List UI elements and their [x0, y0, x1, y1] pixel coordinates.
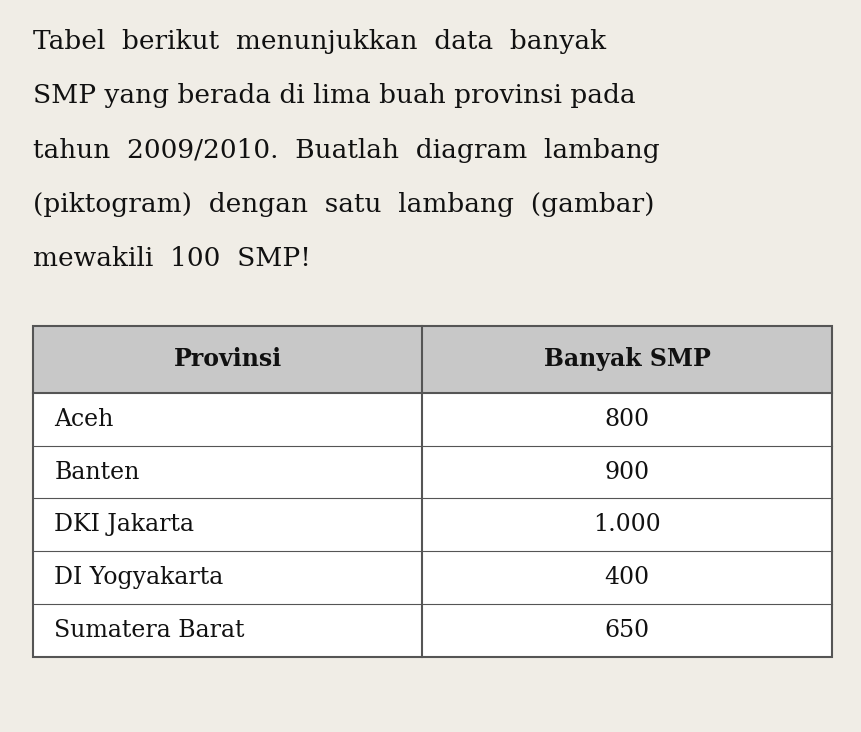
Text: 800: 800 [604, 408, 649, 431]
Text: mewakili  100  SMP!: mewakili 100 SMP! [33, 246, 310, 271]
Bar [33, 551, 831, 604]
Text: (piktogram)  dengan  satu  lambang  (gambar): (piktogram) dengan satu lambang (gambar) [33, 192, 653, 217]
Text: tahun  2009/2010.  Buatlah  diagram  lambang: tahun 2009/2010. Buatlah diagram lambang [33, 138, 659, 163]
Text: Banten: Banten [54, 460, 139, 484]
Text: DKI Jakarta: DKI Jakarta [54, 513, 194, 537]
Text: SMP yang berada di lima buah provinsi pada: SMP yang berada di lima buah provinsi pa… [33, 83, 635, 108]
Text: Tabel  berikut  menunjukkan  data  banyak: Tabel berikut menunjukkan data banyak [33, 29, 605, 54]
Bar [33, 498, 831, 551]
Bar [33, 446, 831, 498]
Bar [33, 393, 831, 446]
Text: 400: 400 [604, 566, 649, 589]
Bar [33, 604, 831, 657]
Text: 1.000: 1.000 [592, 513, 660, 537]
Text: Provinsi: Provinsi [173, 348, 282, 371]
Bar [33, 326, 831, 393]
Text: Sumatera Barat: Sumatera Barat [54, 619, 245, 642]
Text: Banyak SMP: Banyak SMP [543, 348, 709, 371]
Text: 650: 650 [604, 619, 649, 642]
Text: DI Yogyakarta: DI Yogyakarta [54, 566, 223, 589]
Text: 900: 900 [604, 460, 649, 484]
Text: Aceh: Aceh [54, 408, 114, 431]
Bar [33, 326, 831, 657]
